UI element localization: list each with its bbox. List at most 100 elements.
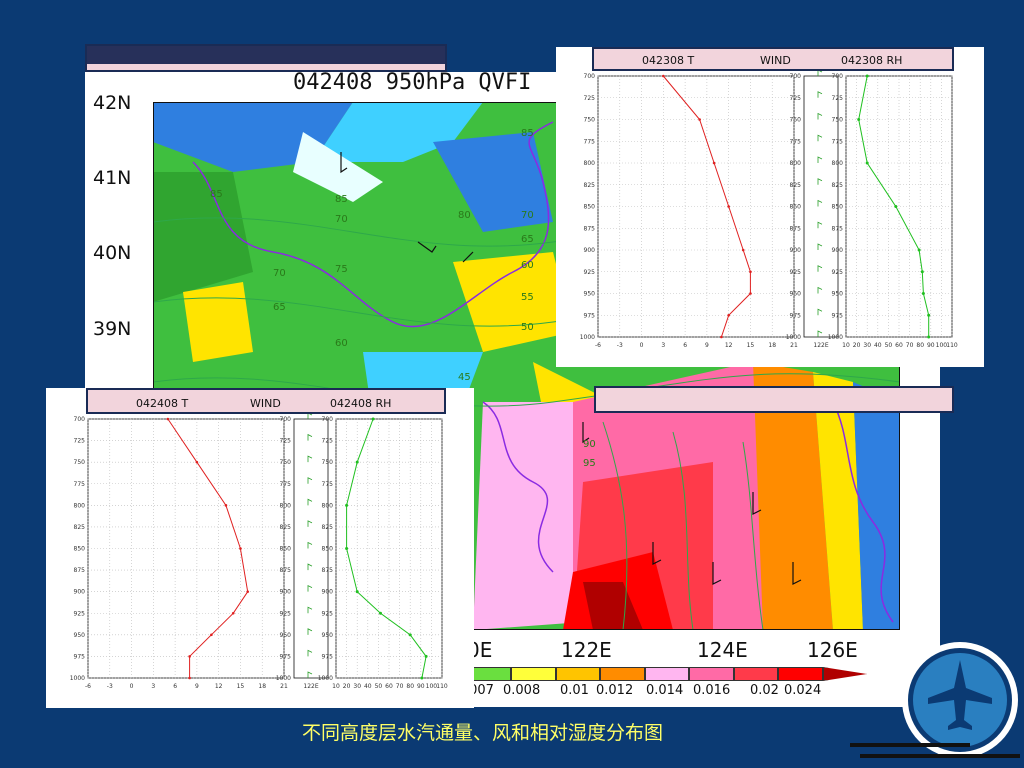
pressure-tick-label: 750 (790, 117, 802, 124)
pressure-tick-label: 850 (322, 546, 334, 553)
t-tick-label: 15 (237, 683, 245, 690)
temperature-point (749, 292, 752, 295)
pressure-tick-label: 1000 (580, 334, 595, 341)
colorbar-swatch (689, 667, 734, 681)
pressure-tick-label: 775 (584, 138, 596, 145)
pressure-tick-label: 875 (790, 225, 802, 232)
colorbar-label: 0.024 (784, 683, 822, 698)
contour-label: 70 (335, 214, 348, 225)
wind-barb (817, 308, 823, 316)
rh-point (420, 676, 424, 680)
rh-point (894, 205, 898, 208)
temperature-point (166, 417, 170, 421)
temperature-point (231, 611, 235, 615)
wind-barb (817, 265, 823, 272)
rh-point (355, 460, 359, 464)
colorbar-label: 0.014 (646, 683, 684, 698)
wind-barb (817, 91, 823, 98)
t-tick-label: 0 (640, 342, 644, 349)
fill-region (583, 582, 643, 630)
contour-label: 90 (583, 439, 596, 450)
wind-barb (307, 414, 313, 419)
pressure-tick-label: 900 (832, 247, 844, 254)
t-tick-label: -6 (85, 683, 91, 690)
pressure-tick-label: 875 (280, 567, 292, 574)
wind-barb (307, 628, 313, 635)
pressure-tick-label: 925 (790, 269, 802, 276)
temperature-point (239, 547, 242, 550)
wind-barb (307, 520, 313, 527)
temperature-point (195, 460, 199, 464)
pressure-tick-label: 875 (832, 225, 844, 232)
temperature-point (698, 118, 701, 121)
lat-label: 42N (93, 92, 132, 114)
contour-label: 70 (273, 268, 286, 279)
contour-line (672, 431, 694, 630)
pressure-tick-label: 975 (322, 653, 334, 660)
wind-barb (817, 134, 823, 142)
temperature-point (224, 504, 228, 507)
fill-region (473, 402, 583, 630)
colorbar-swatch (733, 667, 779, 681)
t-tick-label: 9 (705, 342, 709, 349)
sounding-frame (803, 75, 839, 338)
pressure-tick-label: 850 (832, 204, 844, 211)
wind-barb (817, 221, 823, 229)
colorbar-swatch (600, 667, 645, 681)
wind-barb (817, 71, 823, 76)
pressure-tick-label: 900 (322, 589, 334, 596)
wind-barb (817, 178, 823, 185)
sounding-frame (87, 418, 285, 679)
t-tick-label: 6 (683, 342, 687, 349)
contour-label: 80 (458, 210, 471, 221)
pressure-tick-label: 725 (790, 95, 802, 102)
wind-barb (307, 477, 313, 484)
colorbar-label: 0.01 (560, 683, 589, 698)
pressure-tick-label: 750 (322, 459, 334, 466)
pressure-tick-label: 700 (584, 73, 596, 80)
airplane-icon (850, 642, 1020, 758)
rh-tick-label: 60 (385, 683, 393, 690)
pressure-tick-label: 975 (74, 653, 86, 660)
contour-label: 55 (521, 292, 534, 303)
pressure-tick-label: 975 (280, 653, 292, 660)
pressure-tick-label: 900 (790, 247, 802, 254)
rh-point (927, 313, 931, 317)
temperature-point (712, 161, 716, 165)
pressure-tick-label: 775 (832, 138, 844, 145)
pressure-tick-label: 775 (322, 481, 334, 488)
temperature-point (720, 335, 723, 339)
lat-label: 40N (93, 242, 132, 264)
pressure-tick-label: 850 (790, 204, 802, 211)
pressure-tick-label: 925 (584, 269, 596, 276)
lon-label: 126E (807, 638, 858, 662)
pressure-tick-label: 1000 (70, 675, 85, 682)
pressure-tick-label: 850 (280, 546, 292, 553)
rh-point (379, 611, 383, 615)
pressure-tick-label: 800 (74, 502, 86, 509)
pressure-tick-label: 825 (584, 182, 596, 189)
rh-point (408, 633, 412, 637)
wind-header: WIND (250, 397, 281, 410)
temperature-point (727, 205, 730, 208)
wind-barb (817, 199, 823, 207)
rh-tick-label: 110 (436, 683, 448, 690)
pressure-tick-label: 700 (74, 416, 86, 423)
t-tick-label: -3 (617, 342, 623, 349)
pressure-tick-label: 725 (584, 95, 596, 102)
contour-label: 65 (273, 302, 286, 313)
sounding-panel-top: 042308 T WIND 042308 RH 700 700 700 725 725 7… (556, 47, 984, 367)
rh-point (345, 547, 349, 550)
pressure-tick-label: 750 (832, 117, 844, 124)
pressure-tick-label: 750 (74, 459, 86, 466)
contour-label: 60 (335, 338, 348, 349)
fill-region (433, 132, 553, 232)
rh-point (345, 503, 349, 507)
contour-line (602, 421, 628, 630)
contour-label: 95 (583, 458, 596, 469)
header-bar-pink (85, 64, 447, 72)
coastline (832, 401, 894, 623)
pressure-tick-label: 950 (74, 632, 86, 639)
pressure-tick-label: 900 (280, 589, 292, 596)
rh-tick-label: 60 (895, 342, 903, 349)
